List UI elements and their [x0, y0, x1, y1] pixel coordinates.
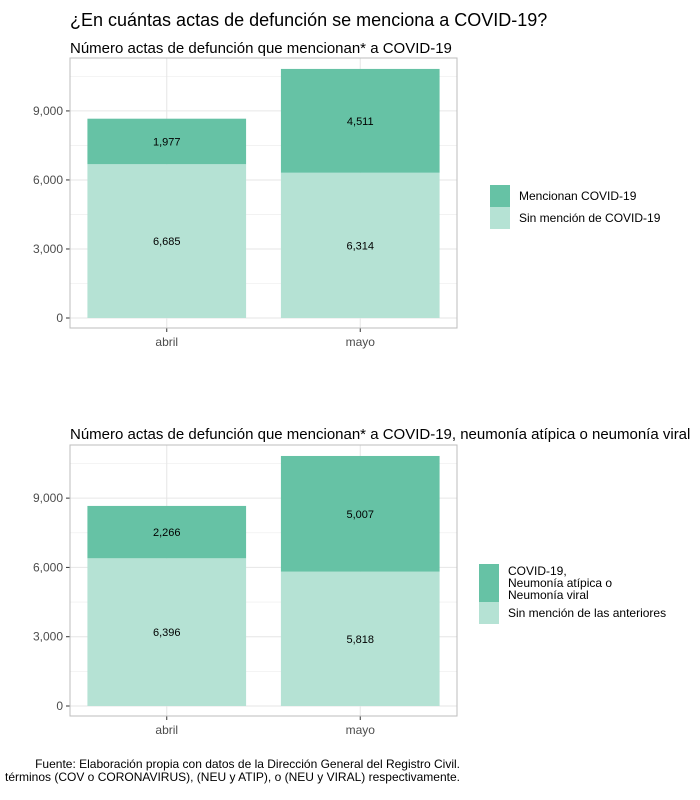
- footnote: Fuente: Elaboración propia con datos de …: [0, 758, 460, 784]
- legend-label-line: Sin mención de COVID-19: [519, 211, 661, 225]
- legend-label: Mencionan COVID-19: [519, 189, 637, 203]
- x-tick-label: abril: [155, 723, 178, 737]
- y-tick-label: 3,000: [33, 242, 63, 256]
- legend-label-line: Neumonía viral: [508, 588, 589, 602]
- chart-1-title: Número actas de defunción que mencionan*…: [70, 40, 452, 57]
- legend-label-line: Sin mención de las anteriores: [508, 606, 666, 620]
- y-tick-label: 0: [56, 311, 63, 325]
- data-label: 2,266: [153, 527, 181, 539]
- legend-swatch: [490, 185, 510, 207]
- legend-label: Sin mención de las anteriores: [508, 606, 666, 620]
- plot-border: [69, 444, 458, 717]
- bar-segment: [87, 558, 247, 706]
- y-tick-label: 3,000: [33, 630, 63, 644]
- bar-segment: [280, 571, 440, 706]
- legend-label-line: Mencionan COVID-19: [519, 189, 637, 203]
- plot-border: [69, 57, 458, 329]
- x-tick-label: mayo: [346, 723, 376, 737]
- data-label: 6,314: [346, 240, 374, 252]
- legend-swatch: [479, 564, 499, 602]
- bar-segment: [87, 505, 247, 559]
- y-tick-label: 9,000: [33, 104, 63, 118]
- y-tick-label: 6,000: [33, 173, 63, 187]
- bar-segment: [87, 164, 247, 318]
- x-tick-label: abril: [155, 335, 178, 349]
- footnote-line-1: Fuente: Elaboración propia con datos de …: [35, 757, 460, 771]
- bar-segment: [280, 68, 440, 173]
- data-label: 1,977: [153, 136, 181, 148]
- data-label: 4,511: [347, 116, 374, 128]
- legend-label-line: COVID-19,: [508, 564, 567, 578]
- data-label: 6,396: [153, 627, 181, 639]
- bar-segment: [280, 455, 440, 572]
- footnote-line-2: términos (COV o CORONAVIRUS), (NEU y ATI…: [5, 770, 460, 784]
- legend-label-line: Neumonía atípica o: [508, 576, 612, 590]
- legend-label: Sin mención de COVID-19: [519, 211, 661, 225]
- data-label: 6,685: [153, 236, 181, 248]
- chart-2-title: Número actas de defunción que mencionan*…: [70, 426, 691, 443]
- legend-swatch: [490, 207, 510, 229]
- page-title: ¿En cuántas actas de defunción se mencio…: [70, 10, 548, 30]
- data-label: 5,007: [346, 509, 374, 521]
- bar-segment: [87, 118, 247, 165]
- bar-segment: [280, 172, 440, 318]
- legend-label: COVID-19, Neumonía atípica o Neumonía vira…: [508, 564, 612, 602]
- x-tick-label: mayo: [346, 335, 376, 349]
- y-tick-label: 6,000: [33, 560, 63, 574]
- y-tick-label: 9,000: [33, 491, 63, 505]
- y-tick-label: 0: [56, 699, 63, 713]
- legend-swatch: [479, 602, 499, 624]
- data-label: 5,818: [346, 634, 374, 646]
